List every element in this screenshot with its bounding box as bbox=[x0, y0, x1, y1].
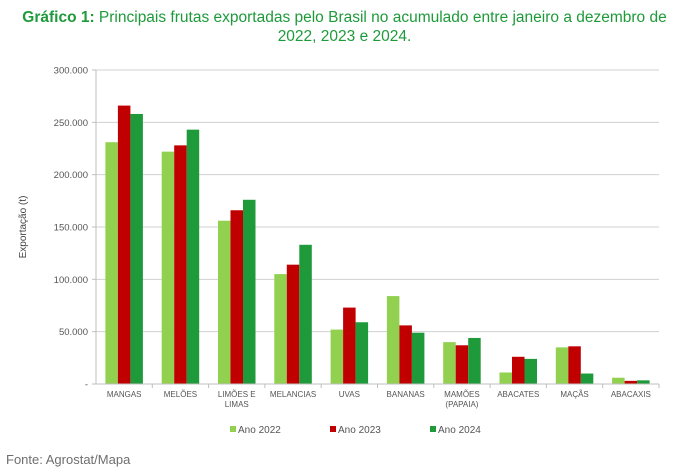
bar bbox=[218, 220, 231, 384]
x-tick-label: (PAPAIA) bbox=[445, 400, 478, 409]
legend-label: Ano 2024 bbox=[438, 425, 481, 436]
bar bbox=[330, 329, 344, 384]
x-tick-label: MELÕES bbox=[164, 390, 197, 399]
bar bbox=[130, 113, 143, 385]
chart-title: Gráfico 1: Principais frutas exportadas … bbox=[0, 8, 689, 46]
bar bbox=[274, 274, 287, 384]
bar bbox=[386, 296, 400, 384]
bar bbox=[117, 105, 131, 384]
chart-title-line1: Principais frutas exportadas pelo Brasil… bbox=[94, 9, 667, 26]
x-tick-label: LIMAS bbox=[225, 400, 249, 409]
bar bbox=[343, 307, 356, 384]
bar bbox=[637, 380, 650, 384]
bar bbox=[443, 342, 456, 384]
bar bbox=[468, 337, 481, 384]
x-tick-label: UVAS bbox=[339, 390, 360, 399]
x-tick-label: MAÇÃS bbox=[560, 390, 588, 399]
bar bbox=[512, 356, 525, 384]
x-tick-label: MANGAS bbox=[107, 390, 142, 399]
y-tick-label: 100.000 bbox=[54, 275, 88, 286]
source-note: Fonte: Agrostat/Mapa bbox=[6, 452, 131, 467]
bar bbox=[286, 264, 300, 384]
bar bbox=[555, 347, 569, 384]
bar bbox=[612, 377, 625, 384]
bar bbox=[399, 325, 412, 384]
bar bbox=[243, 199, 256, 384]
x-tick-label: MELANCIAS bbox=[270, 390, 316, 399]
bar bbox=[299, 244, 312, 384]
bar bbox=[186, 129, 200, 384]
y-axis-label: Exportação (t) bbox=[18, 196, 29, 259]
chart-title-line2: 2022, 2023 e 2024. bbox=[277, 28, 412, 45]
x-tick-label: ABACAXIS bbox=[611, 390, 651, 399]
bar bbox=[411, 332, 425, 384]
x-tick-label: LIMÕES E bbox=[218, 390, 256, 399]
bar bbox=[524, 358, 537, 384]
y-tick-label: 50.000 bbox=[59, 327, 88, 338]
bar bbox=[624, 380, 638, 384]
bar bbox=[568, 346, 581, 384]
bar-chart: - 50.000 100.000 150.000 200.000 250.000 300.0… bbox=[18, 66, 660, 436]
y-tick-label: - bbox=[85, 380, 88, 391]
bar bbox=[499, 372, 512, 384]
bar bbox=[355, 322, 369, 384]
bar bbox=[455, 345, 469, 384]
legend-swatch bbox=[230, 426, 236, 432]
legend-swatch bbox=[430, 426, 436, 432]
x-tick-label: BANANAS bbox=[387, 390, 425, 399]
legend-label: Ano 2023 bbox=[338, 425, 381, 436]
legend-swatch bbox=[330, 426, 336, 432]
y-tick-label: 250.000 bbox=[54, 118, 88, 129]
legend-label: Ano 2022 bbox=[238, 425, 281, 436]
chart-title-prefix: Gráfico 1: bbox=[22, 9, 95, 26]
x-tick-label: ABACATES bbox=[497, 390, 539, 399]
bar bbox=[580, 373, 594, 384]
y-tick-label: 200.000 bbox=[54, 170, 88, 181]
bar bbox=[230, 210, 243, 384]
y-tick-label: 150.000 bbox=[54, 223, 88, 234]
bar bbox=[105, 142, 118, 384]
x-tick-label: MAMÕES bbox=[444, 390, 480, 399]
y-tick-label: 300.000 bbox=[54, 66, 88, 77]
bar bbox=[174, 145, 187, 384]
bar bbox=[161, 151, 175, 384]
